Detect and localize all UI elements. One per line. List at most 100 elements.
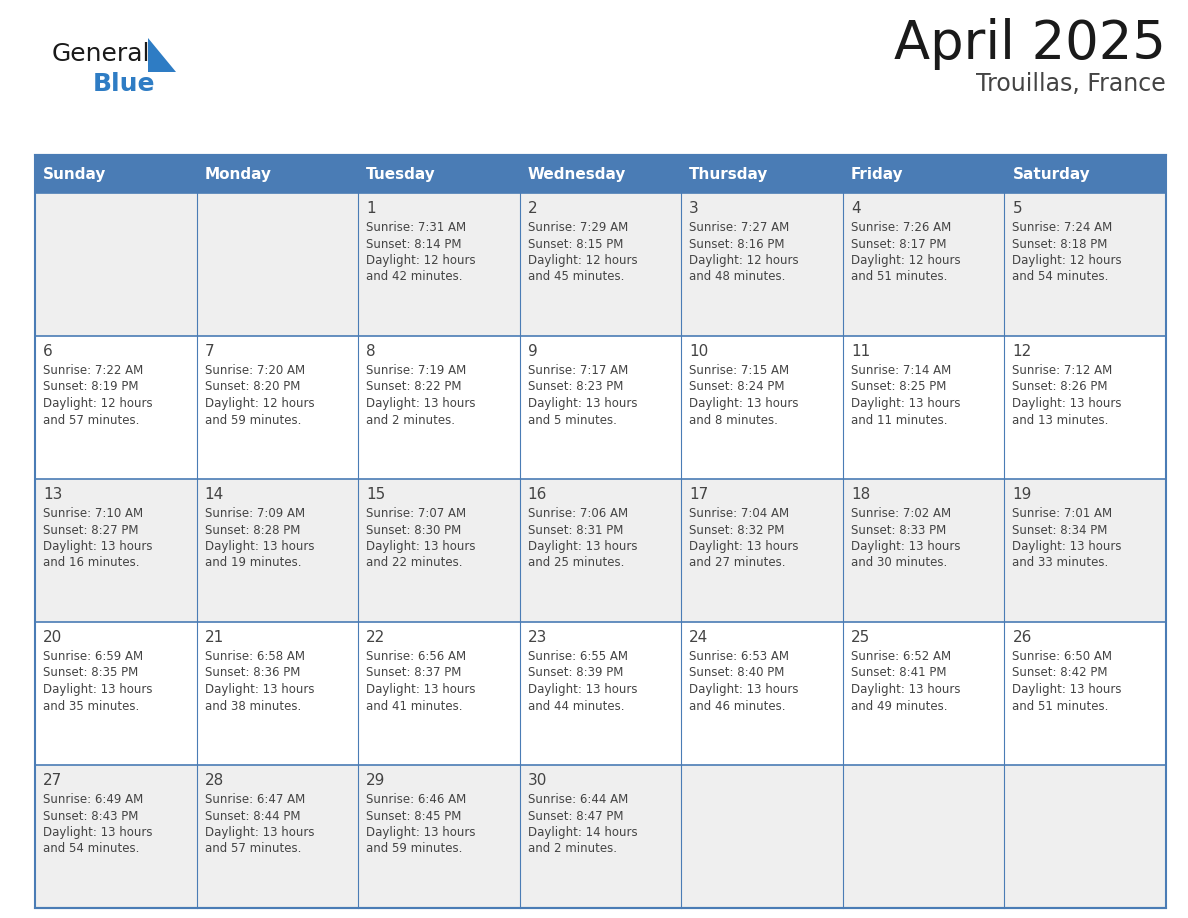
Text: Sunset: 8:23 PM: Sunset: 8:23 PM [527, 380, 623, 394]
Text: and 35 minutes.: and 35 minutes. [43, 700, 139, 712]
Text: Sunset: 8:36 PM: Sunset: 8:36 PM [204, 666, 299, 679]
Text: 25: 25 [851, 630, 870, 645]
Text: Sunset: 8:40 PM: Sunset: 8:40 PM [689, 666, 784, 679]
Bar [34, 155, 1165, 908]
Text: 8: 8 [366, 344, 375, 359]
Text: 22: 22 [366, 630, 385, 645]
Text: Sunset: 8:39 PM: Sunset: 8:39 PM [527, 666, 623, 679]
Text: Friday: Friday [851, 166, 904, 182]
Text: Sunrise: 7:19 AM: Sunrise: 7:19 AM [366, 364, 467, 377]
Text: 9: 9 [527, 344, 537, 359]
Polygon shape [148, 38, 176, 72]
Text: and 46 minutes.: and 46 minutes. [689, 700, 785, 712]
Text: Sunset: 8:26 PM: Sunset: 8:26 PM [1012, 380, 1108, 394]
Text: and 38 minutes.: and 38 minutes. [204, 700, 301, 712]
Text: Sunset: 8:17 PM: Sunset: 8:17 PM [851, 238, 947, 251]
Text: 12: 12 [1012, 344, 1031, 359]
Text: and 8 minutes.: and 8 minutes. [689, 413, 778, 427]
Text: 24: 24 [689, 630, 708, 645]
Text: Sunrise: 7:12 AM: Sunrise: 7:12 AM [1012, 364, 1113, 377]
Text: Blue: Blue [93, 72, 156, 96]
Text: Daylight: 13 hours: Daylight: 13 hours [204, 826, 314, 839]
Text: Sunrise: 6:58 AM: Sunrise: 6:58 AM [204, 650, 304, 663]
Text: 15: 15 [366, 487, 385, 502]
Text: Daylight: 13 hours: Daylight: 13 hours [527, 540, 637, 553]
Text: Sunrise: 7:29 AM: Sunrise: 7:29 AM [527, 221, 628, 234]
Text: and 57 minutes.: and 57 minutes. [43, 413, 139, 427]
Text: Sunrise: 6:59 AM: Sunrise: 6:59 AM [43, 650, 143, 663]
Text: Daylight: 13 hours: Daylight: 13 hours [851, 397, 960, 410]
Text: 4: 4 [851, 201, 860, 216]
Text: and 59 minutes.: and 59 minutes. [366, 843, 462, 856]
Text: Tuesday: Tuesday [366, 166, 436, 182]
Text: Sunset: 8:30 PM: Sunset: 8:30 PM [366, 523, 461, 536]
Text: Daylight: 13 hours: Daylight: 13 hours [527, 397, 637, 410]
Text: Sunset: 8:19 PM: Sunset: 8:19 PM [43, 380, 139, 394]
Text: Sunset: 8:15 PM: Sunset: 8:15 PM [527, 238, 623, 251]
Text: and 30 minutes.: and 30 minutes. [851, 556, 947, 569]
Text: Sunset: 8:27 PM: Sunset: 8:27 PM [43, 523, 139, 536]
Text: and 27 minutes.: and 27 minutes. [689, 556, 785, 569]
Text: and 5 minutes.: and 5 minutes. [527, 413, 617, 427]
Text: Sunrise: 6:50 AM: Sunrise: 6:50 AM [1012, 650, 1112, 663]
Text: Sunset: 8:32 PM: Sunset: 8:32 PM [689, 523, 784, 536]
Text: Daylight: 12 hours: Daylight: 12 hours [43, 397, 152, 410]
Text: Sunset: 8:45 PM: Sunset: 8:45 PM [366, 810, 461, 823]
Text: Sunset: 8:18 PM: Sunset: 8:18 PM [1012, 238, 1107, 251]
Text: Sunset: 8:33 PM: Sunset: 8:33 PM [851, 523, 946, 536]
Text: Daylight: 12 hours: Daylight: 12 hours [851, 254, 960, 267]
Text: 3: 3 [689, 201, 699, 216]
Text: Daylight: 12 hours: Daylight: 12 hours [366, 254, 475, 267]
Text: 16: 16 [527, 487, 548, 502]
Text: Daylight: 12 hours: Daylight: 12 hours [1012, 254, 1121, 267]
Text: 5: 5 [1012, 201, 1022, 216]
Text: and 59 minutes.: and 59 minutes. [204, 413, 301, 427]
Text: Daylight: 13 hours: Daylight: 13 hours [689, 397, 798, 410]
Text: Sunrise: 6:46 AM: Sunrise: 6:46 AM [366, 793, 467, 806]
Text: 29: 29 [366, 773, 386, 788]
Text: 21: 21 [204, 630, 223, 645]
Text: Daylight: 12 hours: Daylight: 12 hours [689, 254, 798, 267]
Text: Daylight: 13 hours: Daylight: 13 hours [527, 683, 637, 696]
Text: Sunrise: 7:22 AM: Sunrise: 7:22 AM [43, 364, 144, 377]
Text: and 2 minutes.: and 2 minutes. [366, 413, 455, 427]
Text: and 54 minutes.: and 54 minutes. [1012, 271, 1108, 284]
Text: Sunrise: 7:02 AM: Sunrise: 7:02 AM [851, 507, 950, 520]
Text: Sunrise: 7:24 AM: Sunrise: 7:24 AM [1012, 221, 1113, 234]
Text: Sunrise: 7:04 AM: Sunrise: 7:04 AM [689, 507, 789, 520]
Text: Sunset: 8:44 PM: Sunset: 8:44 PM [204, 810, 301, 823]
Text: and 48 minutes.: and 48 minutes. [689, 271, 785, 284]
Text: 10: 10 [689, 344, 708, 359]
Text: Sunrise: 7:15 AM: Sunrise: 7:15 AM [689, 364, 789, 377]
Text: Sunrise: 6:44 AM: Sunrise: 6:44 AM [527, 793, 628, 806]
Text: Trouillas, France: Trouillas, France [977, 72, 1165, 96]
Text: 19: 19 [1012, 487, 1032, 502]
Text: Sunrise: 7:07 AM: Sunrise: 7:07 AM [366, 507, 466, 520]
Text: and 19 minutes.: and 19 minutes. [204, 556, 301, 569]
Text: Daylight: 12 hours: Daylight: 12 hours [204, 397, 314, 410]
Text: Sunset: 8:16 PM: Sunset: 8:16 PM [689, 238, 785, 251]
Text: and 22 minutes.: and 22 minutes. [366, 556, 462, 569]
Text: Sunset: 8:24 PM: Sunset: 8:24 PM [689, 380, 785, 394]
Text: 23: 23 [527, 630, 548, 645]
Text: Daylight: 13 hours: Daylight: 13 hours [366, 397, 475, 410]
Text: and 54 minutes.: and 54 minutes. [43, 843, 139, 856]
Text: Sunset: 8:31 PM: Sunset: 8:31 PM [527, 523, 623, 536]
Text: 26: 26 [1012, 630, 1032, 645]
Text: 20: 20 [43, 630, 62, 645]
Text: General: General [52, 42, 151, 66]
Text: 6: 6 [43, 344, 52, 359]
Text: 27: 27 [43, 773, 62, 788]
Bar [34, 765, 1165, 908]
Text: Sunrise: 7:14 AM: Sunrise: 7:14 AM [851, 364, 952, 377]
Text: Daylight: 13 hours: Daylight: 13 hours [689, 683, 798, 696]
Text: 17: 17 [689, 487, 708, 502]
Text: Daylight: 13 hours: Daylight: 13 hours [204, 540, 314, 553]
Text: Daylight: 13 hours: Daylight: 13 hours [851, 540, 960, 553]
Text: and 2 minutes.: and 2 minutes. [527, 843, 617, 856]
Text: 2: 2 [527, 201, 537, 216]
Text: and 45 minutes.: and 45 minutes. [527, 271, 624, 284]
Text: Sunrise: 6:47 AM: Sunrise: 6:47 AM [204, 793, 305, 806]
Text: Daylight: 13 hours: Daylight: 13 hours [1012, 397, 1121, 410]
Text: Thursday: Thursday [689, 166, 769, 182]
